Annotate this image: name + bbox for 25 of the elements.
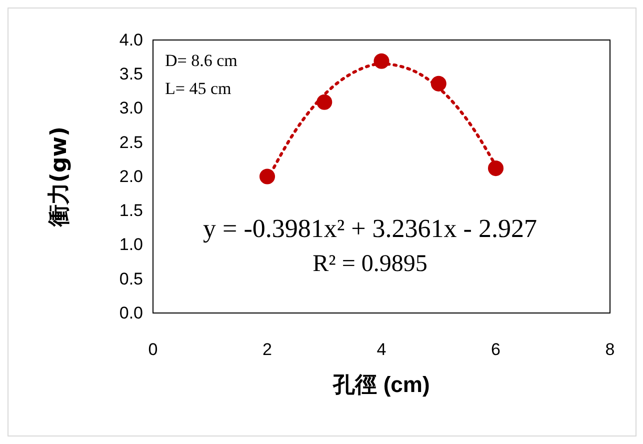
y-tick-label: 4.0: [119, 30, 143, 50]
x-tick-label: 8: [605, 340, 615, 360]
y-axis-title: 衝力(gw): [47, 126, 72, 228]
point: [259, 168, 276, 184]
y-tick-label: 2.0: [119, 166, 143, 186]
y-tick-label: 0.5: [119, 269, 143, 288]
point: [316, 94, 332, 110]
x-tick-label: 4: [376, 340, 386, 360]
x-tick-label: 0: [148, 340, 158, 360]
annotation: y = -0.3981x² + 3.2361x - 2.927: [203, 214, 537, 243]
point: [374, 53, 390, 69]
annotation: R² = 0.9895: [312, 251, 428, 277]
y-tick-label: 3.5: [119, 64, 143, 84]
point: [488, 160, 504, 176]
x-tick-label: 6: [491, 340, 500, 360]
x-axis-title: 孔徑 (cm): [332, 372, 430, 397]
y-tick-label: 0.0: [119, 303, 143, 322]
y-tick-label: 1.0: [119, 235, 143, 254]
annotation: L= 45 cm: [165, 79, 232, 98]
x-tick-label: 2: [262, 340, 272, 360]
y-tick-label: 3.0: [119, 98, 143, 118]
point: [430, 76, 446, 92]
y-tick-label: 2.5: [119, 132, 143, 152]
annotation: D= 8.6 cm: [165, 51, 238, 70]
y-tick-label: 1.5: [119, 201, 143, 220]
